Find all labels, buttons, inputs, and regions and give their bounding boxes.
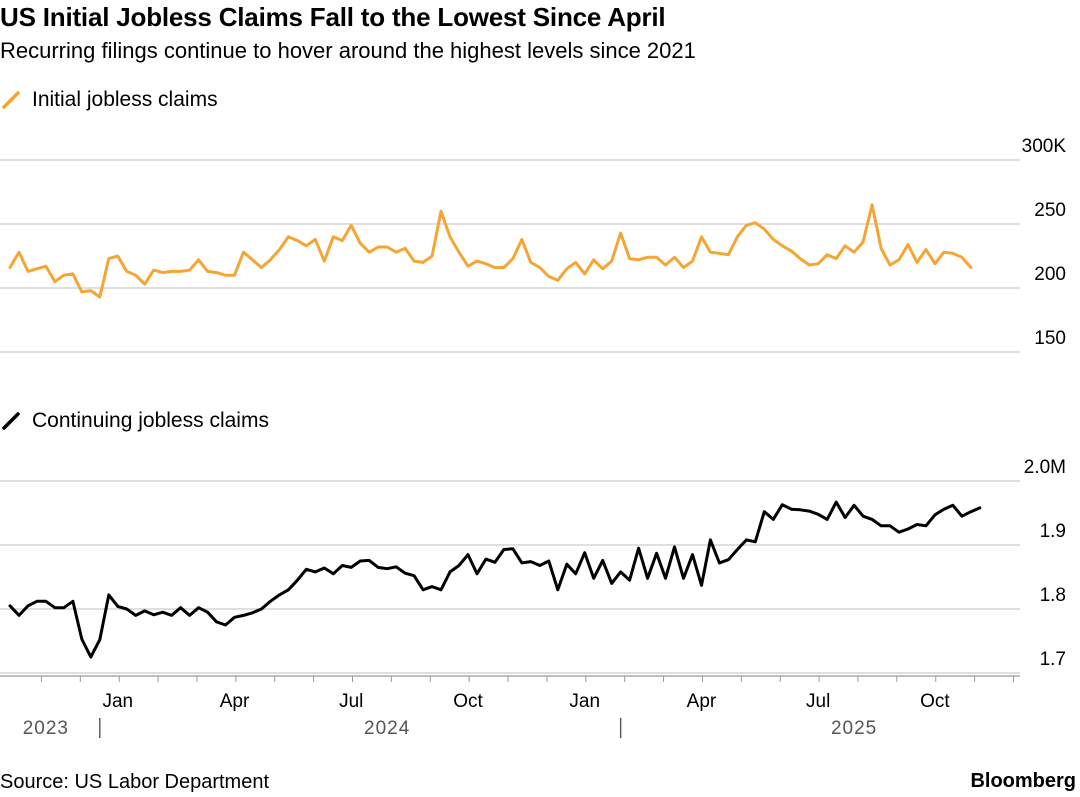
continuing-y-tick-label: 1.7 <box>1040 649 1066 670</box>
x-year-label: 2023 <box>23 718 69 739</box>
continuing-y-tick-label: 2.0M <box>1024 457 1066 478</box>
x-month-label: Jan <box>102 691 133 712</box>
continuing-y-tick-label: 1.8 <box>1040 585 1066 606</box>
legend-initial-swatch-icon <box>2 91 20 109</box>
bloomberg-logo: Bloomberg <box>970 770 1076 792</box>
x-month-label: Jul <box>339 691 363 712</box>
chart-title: US Initial Jobless Claims Fall to the Lo… <box>0 2 666 32</box>
initial-y-tick-label: 150 <box>1034 328 1066 349</box>
continuing-y-tick-label: 1.9 <box>1040 521 1066 542</box>
legend-initial-label: Initial jobless claims <box>32 88 218 111</box>
initial-y-tick-label: 250 <box>1034 200 1066 221</box>
x-year-label: 2025 <box>831 718 877 739</box>
initial-y-tick-label: 200 <box>1034 264 1066 285</box>
legend-initial: Initial jobless claims <box>0 88 218 112</box>
initial-series-line <box>8 203 973 299</box>
x-year-label: 2024 <box>364 718 410 739</box>
x-month-label: Oct <box>920 691 950 712</box>
x-month-label: Apr <box>687 691 717 712</box>
chart-subtitle: Recurring filings continue to hover arou… <box>0 38 696 63</box>
source-note: Source: US Labor Department <box>0 771 270 793</box>
x-month-label: Oct <box>453 691 483 712</box>
legend-continuing-label: Continuing jobless claims <box>32 409 269 432</box>
x-month-label: Jan <box>569 691 600 712</box>
x-month-label: Apr <box>220 691 250 712</box>
continuing-series-line <box>8 500 982 659</box>
legend-continuing: Continuing jobless claims <box>0 409 269 433</box>
initial-y-tick-label: 300K <box>1022 136 1067 157</box>
legend-continuing-swatch-icon <box>2 412 20 430</box>
x-month-label: Jul <box>806 691 830 712</box>
